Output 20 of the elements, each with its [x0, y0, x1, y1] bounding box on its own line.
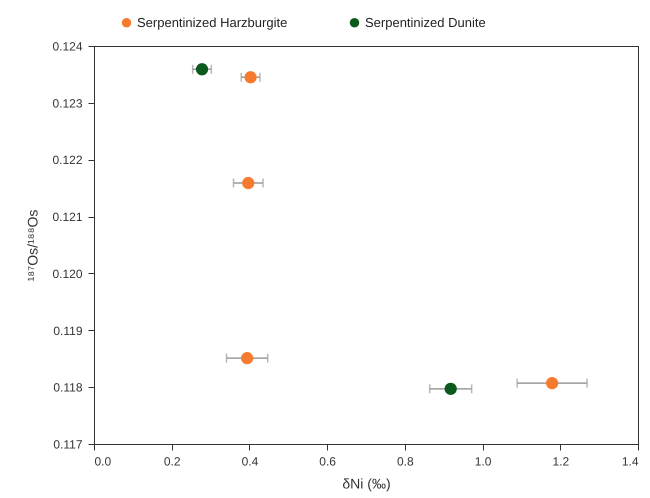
legend-label: Serpentinized Harzburgite: [137, 14, 288, 30]
y-tick-label: 0.118: [53, 380, 83, 395]
y-tick-label: 0.124: [52, 40, 83, 54]
x-tick-label: 0.8: [397, 454, 414, 468]
y-tick-label: 0.121: [52, 210, 83, 224]
y-tick-label: 0.120: [52, 266, 83, 281]
x-tick-label: 0.4: [242, 454, 259, 468]
y-tick-label: 0.122: [52, 153, 83, 168]
legend-label: Serpentinized Dunite: [365, 14, 486, 30]
x-tick-label: 1.0: [474, 454, 492, 468]
y-axis-title: ¹⁸⁷Os/¹⁸⁸Os: [24, 210, 40, 282]
x-tick-label: 0.0: [94, 454, 112, 468]
y-tick-label: 0.123: [52, 96, 83, 110]
x-tick-label: 0.6: [319, 454, 336, 468]
y-tick-label: 0.117: [53, 438, 83, 452]
x-axis-title: δNi (‰): [342, 476, 391, 492]
x-tick-label: 1.2: [552, 454, 570, 468]
x-tick-label: 0.2: [164, 454, 181, 468]
x-tick-label: 1.4: [622, 454, 639, 468]
y-tick-label: 0.119: [53, 324, 83, 338]
